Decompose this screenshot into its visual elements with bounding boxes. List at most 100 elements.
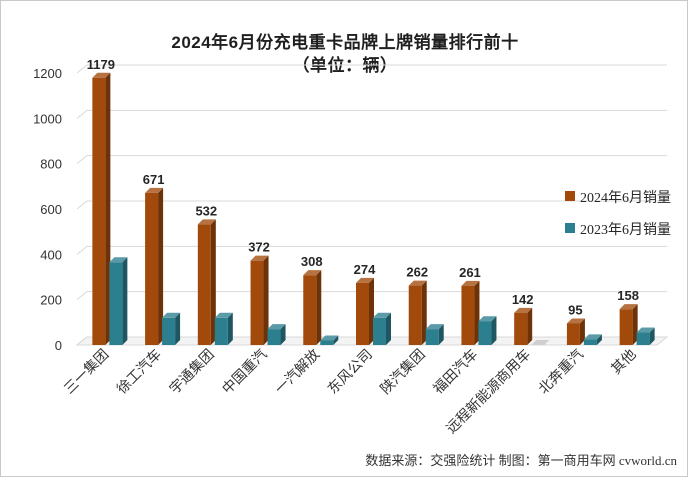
bar-side-s1-10 xyxy=(649,327,655,345)
bar-top-s1-10 xyxy=(636,327,655,333)
chart-title: 2024年6月份充电重卡品牌上牌销量排行前十 xyxy=(171,33,519,52)
x-tick-label: 其他 xyxy=(608,347,639,378)
bar-side-s1-4 xyxy=(333,335,339,345)
bar-top-s1-3 xyxy=(267,324,286,330)
bar-side-s0-9 xyxy=(579,318,585,345)
bar-side-s0-6 xyxy=(421,280,427,345)
legend-swatch-1 xyxy=(565,223,575,233)
bar-top-s0-6 xyxy=(408,280,427,286)
bar-s1-1 xyxy=(162,317,176,345)
bar-side-s0-2 xyxy=(210,219,216,345)
bar-side-s0-8 xyxy=(527,307,533,345)
bar-side-s1-9 xyxy=(596,334,602,345)
bar-top-s0-5 xyxy=(356,277,374,283)
bar-s1-10 xyxy=(636,332,650,345)
x-tick-label: 一汽解放 xyxy=(272,347,323,398)
bar-side-s1-7 xyxy=(491,316,497,345)
data-source-note: 数据来源：交强险统计 制图：第一商用车网 cvworld.cn xyxy=(365,453,677,468)
y-tick-label: 800 xyxy=(40,157,62,172)
bar-s1-3 xyxy=(267,329,281,345)
gridline-side xyxy=(76,291,88,301)
bar-side-s1-1 xyxy=(175,312,181,345)
data-label: 158 xyxy=(617,288,639,303)
bar-s1-0 xyxy=(109,262,123,345)
data-label: 95 xyxy=(568,302,582,317)
bar-side-s0-1 xyxy=(158,187,164,345)
gridline-side xyxy=(76,245,88,255)
x-tick-label: 远程新能源商用车 xyxy=(443,346,534,437)
bar-top-s1-5 xyxy=(373,312,391,318)
y-tick-label: 600 xyxy=(40,202,62,217)
legend-label-0: 2024年6月销量 xyxy=(580,190,671,206)
data-label: 1179 xyxy=(87,57,115,72)
data-label: 142 xyxy=(512,292,534,307)
bar-s0-8 xyxy=(514,312,528,345)
gridline-side xyxy=(76,64,88,74)
bar-top-s1-2 xyxy=(214,312,233,318)
bar-s0-0 xyxy=(92,77,106,345)
bar-side-s1-6 xyxy=(438,324,444,345)
bar-side-s0-3 xyxy=(263,255,269,345)
bar-top-s1-4 xyxy=(320,335,339,341)
data-label: 308 xyxy=(301,254,323,269)
bar-top-s0-4 xyxy=(303,270,322,276)
bar-s0-4 xyxy=(303,275,317,345)
bar-s1-5 xyxy=(373,317,386,345)
bar-top-s0-0 xyxy=(92,72,111,78)
x-tick-label: 陕汽集团 xyxy=(377,346,429,398)
bar-s0-3 xyxy=(250,260,264,345)
bar-s0-9 xyxy=(566,323,580,345)
bar-s1-6 xyxy=(425,329,439,345)
data-label: 671 xyxy=(143,172,165,187)
data-label: 372 xyxy=(248,240,270,255)
bar-side-s1-5 xyxy=(386,312,391,345)
bar-side-s1-2 xyxy=(227,312,233,345)
bar-top-s0-8 xyxy=(514,307,533,313)
y-tick-label: 1200 xyxy=(33,66,62,81)
bar-top-s0-10 xyxy=(619,304,638,310)
gridline-side xyxy=(76,200,88,210)
bar-top-s1-7 xyxy=(478,316,497,322)
x-tick-label: 福田汽车 xyxy=(430,346,482,398)
gridline-side xyxy=(76,155,88,165)
bar-side-s0-10 xyxy=(632,304,638,345)
bar-side-s0-5 xyxy=(369,277,374,345)
gridline-side xyxy=(76,109,88,119)
bar-top-s0-3 xyxy=(250,255,269,261)
legend-swatch-0 xyxy=(565,191,575,201)
bar-side-s1-3 xyxy=(280,324,286,345)
bar-s1-9 xyxy=(583,339,597,345)
bar-s1-7 xyxy=(478,321,492,345)
y-tick-label: 1000 xyxy=(33,111,62,126)
x-tick-label: 三一集团 xyxy=(61,346,113,398)
bar-s0-5 xyxy=(356,282,369,345)
bar-side-s0-4 xyxy=(316,270,322,345)
y-tick-label: 400 xyxy=(40,247,62,262)
bar-s0-10 xyxy=(619,309,633,345)
bar-top-s0-2 xyxy=(197,219,216,225)
bar-side-s0-0 xyxy=(105,72,111,345)
bar-1-8-zero xyxy=(531,340,550,345)
bar-s0-2 xyxy=(197,224,211,345)
bar-top-s1-0 xyxy=(109,257,128,263)
y-tick-label: 0 xyxy=(55,338,62,353)
x-tick-label: 中国重汽 xyxy=(219,347,270,398)
data-label: 274 xyxy=(354,262,376,277)
bar-top-s1-9 xyxy=(583,334,602,340)
legend-label-1: 2023年6月销量 xyxy=(580,222,671,238)
bar-side-s1-0 xyxy=(122,257,128,345)
data-label: 532 xyxy=(195,203,217,218)
bar-top-s0-7 xyxy=(461,280,480,286)
bar-top-s0-9 xyxy=(566,318,585,324)
data-label: 261 xyxy=(459,265,481,280)
bar-s0-1 xyxy=(145,192,159,345)
bar-s0-6 xyxy=(408,285,422,345)
x-tick-label: 徐工汽车 xyxy=(113,346,165,398)
y-tick-label: 200 xyxy=(40,293,62,308)
bar-top-s1-1 xyxy=(162,312,181,318)
bar-s1-2 xyxy=(214,317,228,345)
x-tick-label: 东风公司 xyxy=(325,347,376,398)
bar-side-s0-7 xyxy=(474,280,480,345)
bar-s1-4 xyxy=(320,340,334,345)
